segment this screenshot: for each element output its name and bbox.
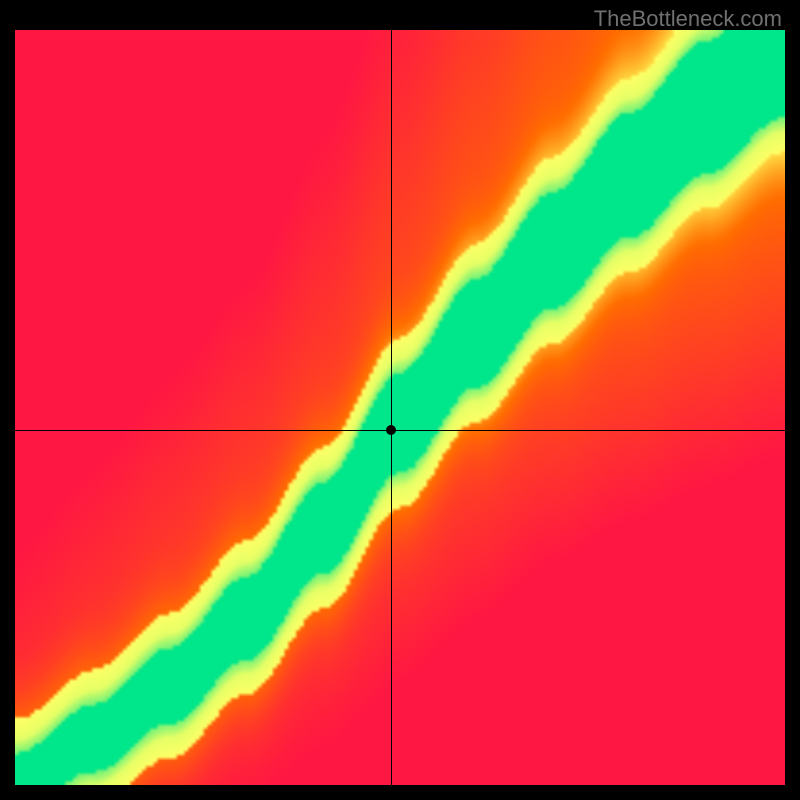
crosshair-horizontal [15, 430, 785, 431]
watermark-text: TheBottleneck.com [594, 6, 782, 32]
crosshair-marker [386, 425, 396, 435]
heatmap-canvas [15, 30, 785, 785]
crosshair-vertical [391, 30, 392, 785]
plot-area [15, 30, 785, 785]
